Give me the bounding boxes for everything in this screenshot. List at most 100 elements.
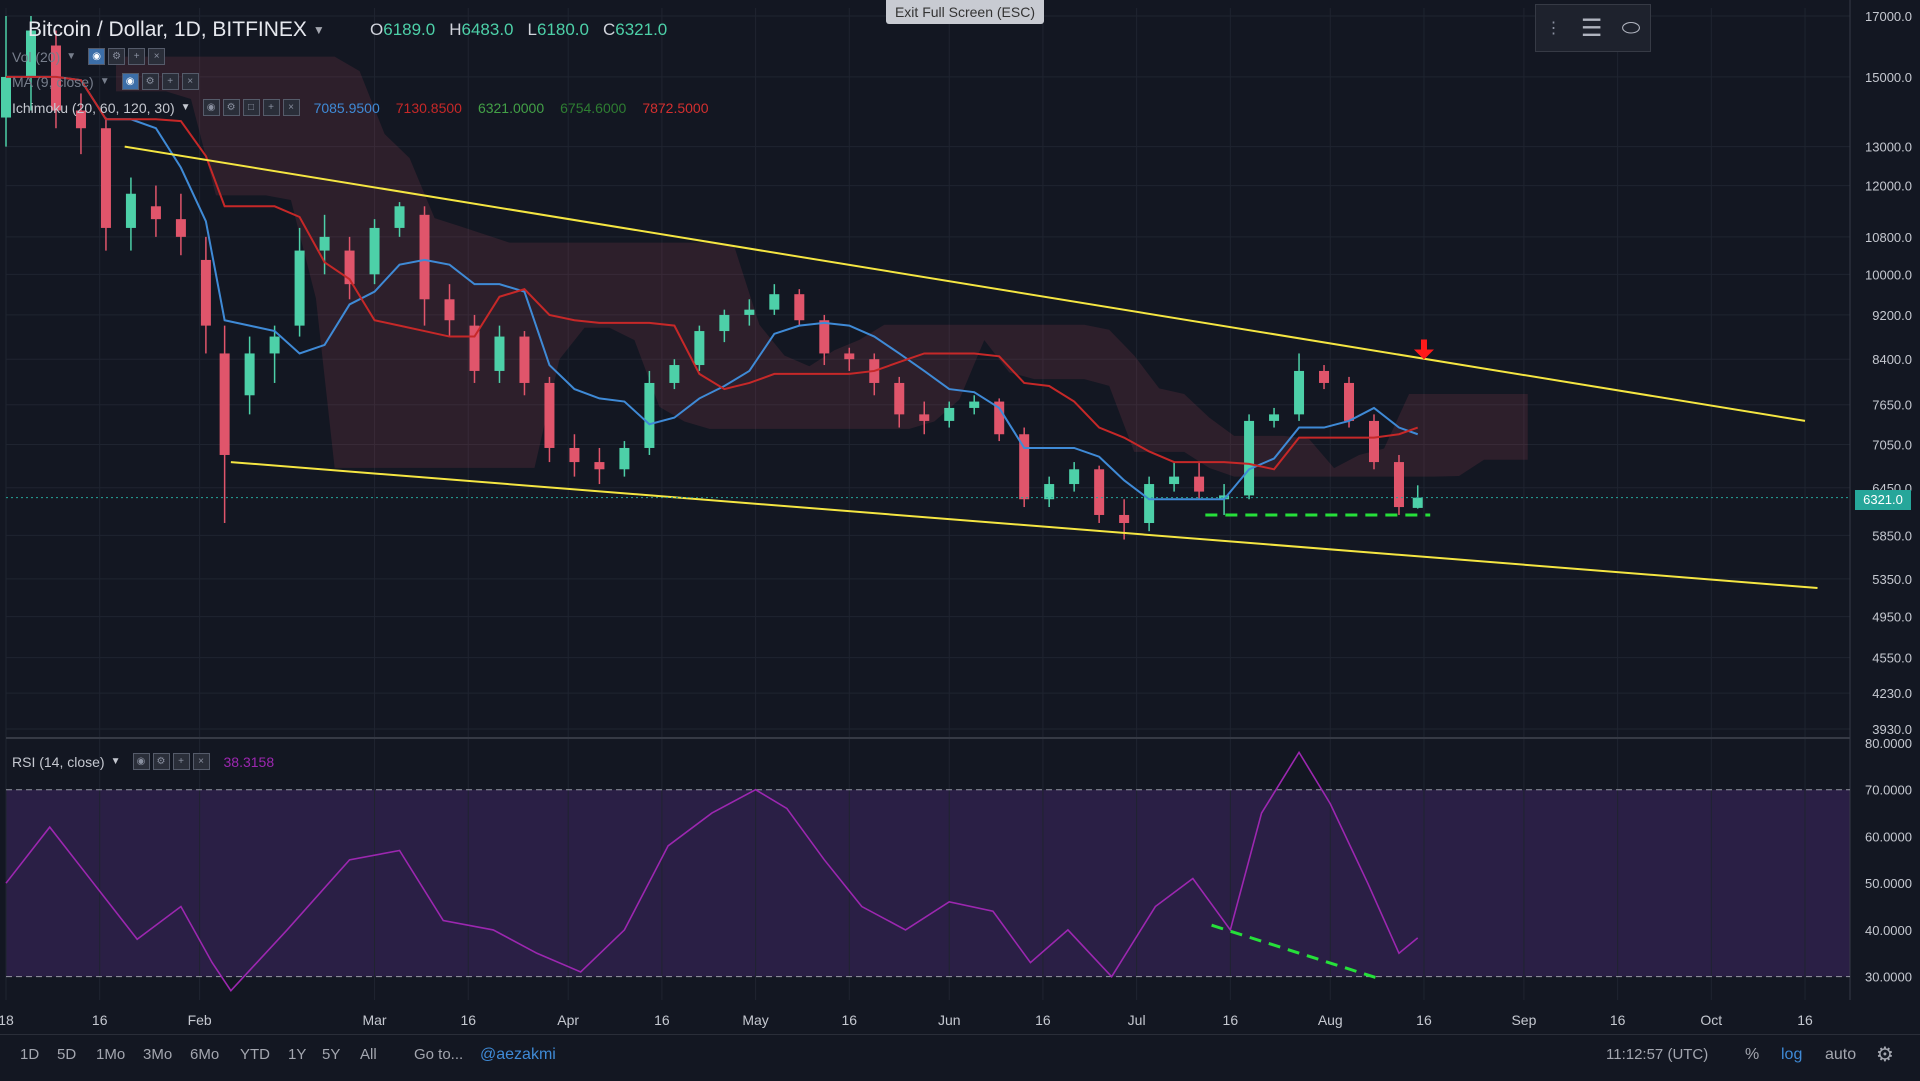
candle-body <box>150 206 161 220</box>
time-axis-label: Jun <box>938 1012 961 1028</box>
rsi-axis-label: 40.0000 <box>1865 923 1912 938</box>
auto-scale-button[interactable]: auto <box>1825 1046 1857 1063</box>
candle-body <box>994 401 1005 435</box>
close-icon[interactable]: × <box>192 753 210 770</box>
log-scale-button[interactable]: log <box>1781 1046 1803 1063</box>
candle-body <box>319 236 330 251</box>
candle-body <box>819 320 830 354</box>
chevron-down-icon[interactable]: ▼ <box>66 51 77 62</box>
percent-scale-button[interactable]: % <box>1745 1046 1760 1063</box>
rsi-axis-label: 80.0000 <box>1865 736 1912 751</box>
close-icon[interactable]: × <box>282 99 300 116</box>
eye-icon[interactable]: ◉ <box>88 48 106 65</box>
chevron-down-icon[interactable]: ▼ <box>110 756 121 767</box>
candle <box>619 441 630 477</box>
timeframe-button-ytd[interactable]: YTD <box>240 1046 270 1063</box>
close-value: 6321.0 <box>615 20 668 39</box>
upper-trendline <box>124 145 1806 422</box>
timeframe-button-1d[interactable]: 1D <box>20 1046 40 1063</box>
candle <box>419 206 430 326</box>
gear-icon[interactable]: ⚙ <box>141 73 159 90</box>
shape-icon[interactable]: ⬭ <box>1621 15 1641 40</box>
candle <box>394 202 405 237</box>
candle <box>219 325 230 524</box>
eye-icon[interactable]: ◉ <box>132 753 150 770</box>
candle <box>175 193 186 256</box>
price-axis-label: 4550.0 <box>1872 651 1912 666</box>
candle-body <box>175 219 186 237</box>
price-axis-label: 4230.0 <box>1872 686 1912 701</box>
price-axis-label: 12000.0 <box>1865 179 1912 194</box>
rsi-line <box>5 750 1419 992</box>
candle-body <box>769 294 780 310</box>
copy-icon[interactable]: □ <box>242 99 260 116</box>
close-icon[interactable]: × <box>181 73 199 90</box>
ichimoku-label: Ichimoku (20, 60, 120, 30) <box>12 99 175 116</box>
plus-icon[interactable]: + <box>161 73 179 90</box>
time-axis-label: 16 <box>1416 1012 1432 1028</box>
time-axis-label: 16 <box>1797 1012 1813 1028</box>
candle-body <box>219 353 230 455</box>
candle <box>1019 427 1030 508</box>
gear-icon[interactable]: ⚙ <box>108 48 126 65</box>
timeframe-button-1mo[interactable]: 1Mo <box>96 1046 126 1063</box>
gear-icon[interactable]: ⚙ <box>1876 1044 1894 1066</box>
eye-icon[interactable]: ◉ <box>121 73 139 90</box>
ma-indicator-row[interactable]: MA (9, close) ▼ ◉ ⚙ + × <box>12 73 199 90</box>
timeframe-button-6mo[interactable]: 6Mo <box>190 1046 220 1063</box>
price-axis-label: 7050.0 <box>1872 438 1912 453</box>
price-axis-label: 10000.0 <box>1865 267 1912 282</box>
timeframe-button-5d[interactable]: 5D <box>57 1046 77 1063</box>
time-axis-label: Apr <box>557 1012 579 1028</box>
ichimoku-indicator-row[interactable]: Ichimoku (20, 60, 120, 30) ▼ ◉ ⚙ □ + × 7… <box>12 99 709 116</box>
list-icon[interactable]: ☰ <box>1580 14 1603 42</box>
candle <box>244 336 255 415</box>
candle <box>294 227 305 337</box>
drag-handle-icon[interactable]: ⋮ <box>1545 20 1562 37</box>
price-axis-label: 3930.0 <box>1872 722 1912 737</box>
timeframe-button-1y[interactable]: 1Y <box>288 1046 307 1063</box>
candle-body <box>1194 476 1205 492</box>
candle <box>1044 476 1055 508</box>
rsi-divergence-line <box>1211 923 1381 981</box>
candle-body <box>75 110 86 129</box>
exit-fullscreen-button[interactable]: Exit Full Screen (ESC) <box>886 0 1044 24</box>
candle-body <box>894 382 905 415</box>
candle-body <box>469 325 480 371</box>
symbol-title[interactable]: Bitcoin / Dollar, 1D, BITFINEX ▼ <box>28 18 325 42</box>
candle-body <box>294 250 305 326</box>
goto-date-button[interactable]: Go to... <box>414 1046 464 1063</box>
rsi-indicator-row[interactable]: RSI (14, close) ▼ ◉ ⚙ + × 38.3158 <box>12 753 274 770</box>
candle-body <box>1244 420 1255 496</box>
time-axis-label: 16 <box>1223 1012 1239 1028</box>
candle <box>694 325 705 371</box>
gear-icon[interactable]: ⚙ <box>152 753 170 770</box>
ichimoku-conversion-value: 7085.9500 <box>313 99 380 116</box>
time-axis-label: 16 <box>841 1012 857 1028</box>
eye-icon[interactable]: ◉ <box>202 99 220 116</box>
candle-body <box>1393 462 1404 508</box>
candle-body <box>200 259 211 326</box>
candle-body <box>25 30 36 77</box>
timeframe-button-3mo[interactable]: 3Mo <box>143 1046 173 1063</box>
price-axis-label: 4950.0 <box>1872 610 1912 625</box>
plus-icon[interactable]: + <box>172 753 190 770</box>
ma-label: MA (9, close) <box>12 73 94 90</box>
timeframe-button-5y[interactable]: 5Y <box>322 1046 341 1063</box>
rsi-value: 38.3158 <box>223 753 275 770</box>
price-axis-label: 15000.0 <box>1865 70 1912 85</box>
price-axis-label: 7650.0 <box>1872 398 1912 413</box>
plus-icon[interactable]: + <box>262 99 280 116</box>
candle <box>269 325 280 383</box>
timeframe-button-all[interactable]: All <box>360 1046 377 1063</box>
gear-icon[interactable]: ⚙ <box>222 99 240 116</box>
chevron-down-icon[interactable]: ▼ <box>312 23 325 37</box>
candle <box>75 93 86 155</box>
chevron-down-icon[interactable]: ▼ <box>99 76 110 87</box>
author-link[interactable]: @aezakmi <box>480 1046 556 1063</box>
close-icon[interactable]: × <box>148 48 166 65</box>
volume-indicator-row[interactable]: Vol (20) ▼ ◉ ⚙ + × <box>12 48 166 65</box>
chevron-down-icon[interactable]: ▼ <box>180 102 191 113</box>
plus-icon[interactable]: + <box>128 48 146 65</box>
